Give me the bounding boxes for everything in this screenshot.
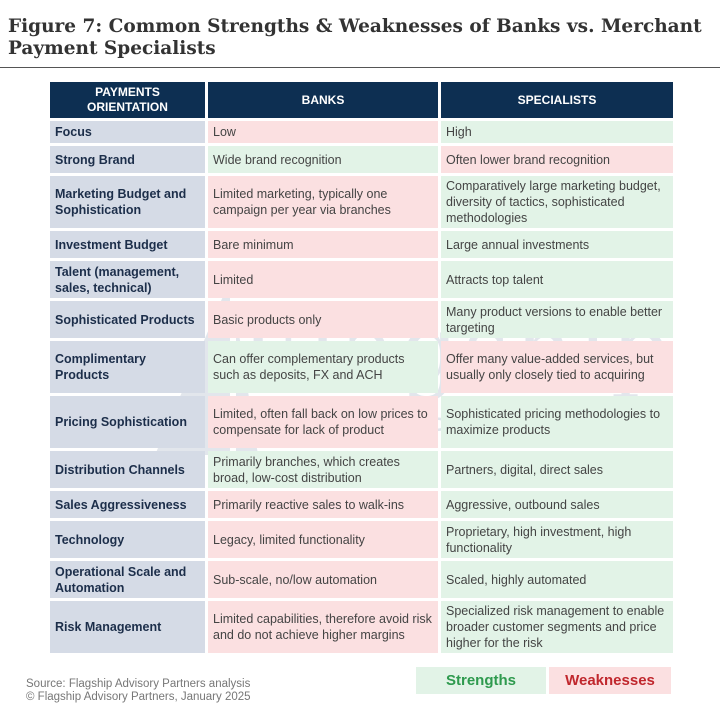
row-label: Sales Aggressiveness xyxy=(50,491,205,518)
specialists-cell: Partners, digital, direct sales xyxy=(441,451,673,488)
header-orientation: PAYMENTS ORIENTATION xyxy=(50,82,205,118)
header-banks: BANKS xyxy=(208,82,438,118)
row-label: Technology xyxy=(50,521,205,558)
banks-cell: Low xyxy=(208,121,438,143)
row-label: Operational Scale and Automation xyxy=(50,561,205,598)
banks-cell: Sub-scale, no/low automation xyxy=(208,561,438,598)
banks-cell: Limited xyxy=(208,261,438,298)
specialists-cell: Large annual investments xyxy=(441,231,673,258)
legend-strengths: Strengths xyxy=(416,667,546,694)
banks-cell: Wide brand recognition xyxy=(208,146,438,173)
specialists-cell: Often lower brand recognition xyxy=(441,146,673,173)
row-label: Pricing Sophistication xyxy=(50,396,205,448)
row-label: Talent (management, sales, technical) xyxy=(50,261,205,298)
specialists-cell: Proprietary, high investment, high funct… xyxy=(441,521,673,558)
table-row: Pricing Sophistication Limited, often fal… xyxy=(50,396,673,448)
copyright-line: © Flagship Advisory Partners, January 20… xyxy=(26,691,251,703)
row-label: Complimentary Products xyxy=(50,341,205,393)
table-row: Strong Brand Wide brand recognition Often … xyxy=(50,146,673,173)
banks-cell: Limited, often fall back on low prices t… xyxy=(208,396,438,448)
source-note: Source: Flagship Advisory Partners analy… xyxy=(26,678,251,704)
row-label: Risk Management xyxy=(50,601,205,653)
specialists-cell: Attracts top talent xyxy=(441,261,673,298)
table-row: Complimentary Products Can offer compleme… xyxy=(50,341,673,393)
table-row: Marketing Budget and Sophistication Limit… xyxy=(50,176,673,228)
banks-cell: Legacy, limited functionality xyxy=(208,521,438,558)
table-row: Distribution Channels Primarily branches,… xyxy=(50,451,673,488)
row-label: Sophisticated Products xyxy=(50,301,205,338)
source-line: Source: Flagship Advisory Partners analy… xyxy=(26,678,251,690)
banks-cell: Basic products only xyxy=(208,301,438,338)
table-row: Sales Aggressiveness Primarily reactive s… xyxy=(50,491,673,518)
comparison-table: PAYMENTS ORIENTATION BANKS SPECIALISTS F… xyxy=(47,79,676,656)
row-label: Marketing Budget and Sophistication xyxy=(50,176,205,228)
table-row: Talent (management, sales, technical) Lim… xyxy=(50,261,673,298)
specialists-cell: Offer many value-added services, but usu… xyxy=(441,341,673,393)
specialists-cell: Comparatively large marketing budget, di… xyxy=(441,176,673,228)
table-row: Focus Low High xyxy=(50,121,673,143)
table-row: Sophisticated Products Basic products onl… xyxy=(50,301,673,338)
table-row: Investment Budget Bare minimum Large annua… xyxy=(50,231,673,258)
specialists-cell: Sophisticated pricing methodologies to m… xyxy=(441,396,673,448)
row-label: Investment Budget xyxy=(50,231,205,258)
table-row: Risk Management Limited capabilities, the… xyxy=(50,601,673,653)
legend-weaknesses: Weaknesses xyxy=(549,667,671,694)
specialists-cell: Many product versions to enable better t… xyxy=(441,301,673,338)
banks-cell: Limited capabilities, therefore avoid ri… xyxy=(208,601,438,653)
title-divider xyxy=(0,67,720,68)
specialists-cell: Aggressive, outbound sales xyxy=(441,491,673,518)
banks-cell: Can offer complementary products such as… xyxy=(208,341,438,393)
specialists-cell: Scaled, highly automated xyxy=(441,561,673,598)
header-specialists: SPECIALISTS xyxy=(441,82,673,118)
figure-title: Figure 7: Common Strengths & Weaknesses … xyxy=(8,16,702,59)
banks-cell: Primarily reactive sales to walk-ins xyxy=(208,491,438,518)
specialists-cell: High xyxy=(441,121,673,143)
banks-cell: Bare minimum xyxy=(208,231,438,258)
banks-cell: Primarily branches, which creates broad,… xyxy=(208,451,438,488)
row-label: Distribution Channels xyxy=(50,451,205,488)
banks-cell: Limited marketing, typically one campaig… xyxy=(208,176,438,228)
row-label: Focus xyxy=(50,121,205,143)
row-label: Strong Brand xyxy=(50,146,205,173)
table-row: Technology Legacy, limited functionality P… xyxy=(50,521,673,558)
table-row: Operational Scale and Automation Sub-scal… xyxy=(50,561,673,598)
table-header-row: PAYMENTS ORIENTATION BANKS SPECIALISTS xyxy=(50,82,673,118)
specialists-cell: Specialized risk management to enable br… xyxy=(441,601,673,653)
